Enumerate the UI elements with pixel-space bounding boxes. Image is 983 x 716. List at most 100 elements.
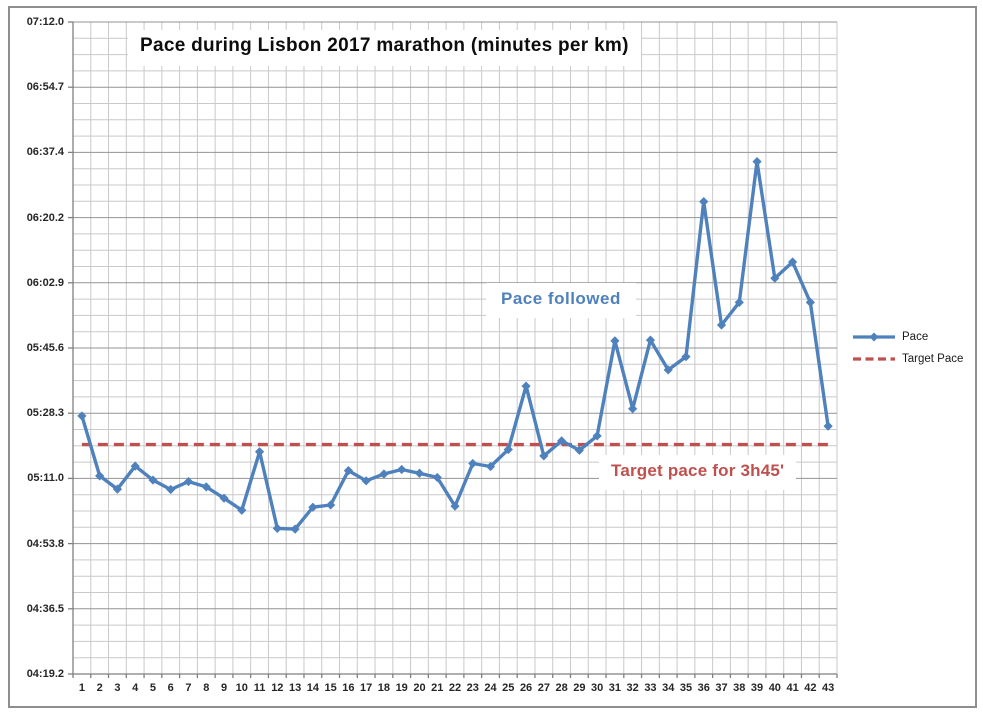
pace-point (148, 475, 158, 485)
y-tick-label: 06:20.2 (26, 211, 64, 224)
pace-point (397, 464, 407, 475)
x-tick-label: 7 (185, 682, 192, 694)
x-tick-label: 33 (644, 682, 657, 694)
pace-point (716, 320, 727, 330)
pace-point (645, 335, 656, 345)
legend-item-pace: Pace (852, 331, 963, 343)
x-tick-label: 1 (78, 682, 85, 694)
pace-point (201, 482, 211, 492)
annotation-target-pace: Target pace for 3h45' (599, 455, 797, 490)
x-tick-label: 32 (626, 682, 639, 694)
pace-point (574, 445, 584, 455)
x-tick-label: 8 (203, 682, 210, 694)
pace-point (95, 471, 105, 481)
pace-point (557, 436, 567, 446)
pace-point (787, 257, 798, 267)
x-tick-label: 6 (167, 682, 174, 694)
x-tick-label: 2 (96, 682, 103, 694)
x-tick-label: 38 (733, 682, 746, 694)
legend: Pace Target Pace (852, 331, 963, 365)
x-tick-label: 41 (786, 682, 799, 694)
x-tick-label: 10 (235, 682, 248, 694)
pace-point (468, 458, 478, 469)
legend-item-target-pace: Target Pace (852, 353, 963, 365)
y-tick-label: 07:12.0 (26, 16, 64, 28)
pace-point (77, 411, 87, 421)
pace-point (237, 505, 247, 515)
x-tick-label: 5 (149, 682, 157, 694)
pace-point (663, 365, 673, 375)
pace-point (219, 493, 229, 503)
y-tick-label: 05:45.6 (26, 342, 64, 354)
pace-point (521, 381, 531, 391)
y-tick-label: 04:53.8 (26, 537, 64, 550)
pace-point (112, 484, 123, 494)
y-tick-label: 06:37.4 (26, 146, 64, 159)
pace-point (485, 461, 496, 472)
pace-point (290, 524, 300, 534)
x-tick-label: 39 (750, 682, 764, 694)
pace-point (734, 297, 744, 307)
legend-label-pace: Pace (902, 331, 929, 343)
x-tick-label: 12 (271, 682, 284, 694)
x-tick-label: 15 (324, 682, 337, 694)
x-tick-label: 40 (768, 682, 781, 694)
y-tick-label: 06:54.7 (26, 81, 64, 94)
pace-point (823, 421, 833, 431)
x-tick-label: 16 (342, 682, 355, 694)
x-tick-label: 21 (431, 682, 444, 694)
pace-point (361, 476, 371, 486)
x-tick-label: 14 (306, 682, 319, 694)
x-tick-label: 34 (662, 682, 675, 694)
x-tick-label: 20 (413, 682, 426, 694)
pace-point (610, 336, 620, 346)
pace-point (805, 297, 815, 307)
x-tick-label: 23 (466, 682, 479, 694)
chart-title: Pace during Lisbon 2017 marathon (minute… (128, 30, 641, 66)
x-tick-label: 35 (679, 682, 693, 694)
x-tick-label: 26 (519, 682, 533, 694)
pace-point (272, 523, 282, 533)
x-tick-label: 29 (573, 682, 586, 694)
pace-point (183, 476, 194, 487)
x-tick-label: 24 (484, 682, 497, 694)
x-tick-label: 43 (821, 682, 835, 694)
y-tick-label: 04:19.2 (26, 668, 64, 680)
pace-point (414, 468, 425, 478)
pace-markers (77, 157, 833, 534)
y-tick-label: 05:11.0 (27, 472, 64, 485)
pace-point (130, 461, 140, 471)
x-tick-label: 27 (537, 682, 550, 694)
x-tick-label: 17 (360, 682, 373, 694)
pace-point (379, 469, 389, 479)
x-tick-label: 28 (555, 682, 568, 694)
pace-point (254, 447, 265, 457)
annotation-pace-followed: Pace followed (486, 283, 636, 318)
x-tick-label: 37 (715, 682, 728, 694)
pace-point (752, 157, 762, 167)
y-tick-label: 06:02.9 (26, 276, 64, 289)
x-tick-label: 11 (253, 682, 266, 694)
x-tick-label: 36 (697, 682, 710, 694)
pace-point (166, 484, 176, 495)
y-tick-label: 05:28.3 (26, 407, 64, 420)
target-dashed-line-icon (853, 357, 895, 361)
x-tick-label: 42 (804, 682, 817, 694)
x-tick-label: 31 (608, 682, 622, 694)
pace-point (681, 352, 691, 362)
pace-line-marker-icon (853, 332, 895, 342)
chart-frame (8, 6, 977, 708)
pace-point (539, 451, 549, 461)
x-tick-label: 3 (114, 682, 121, 694)
axes (68, 21, 838, 678)
y-tick-label: 04:36.5 (26, 602, 64, 615)
pace-point (450, 501, 460, 511)
legend-label-target-pace: Target Pace (902, 353, 964, 365)
x-tick-label: 9 (220, 682, 228, 694)
x-tick-label: 18 (377, 682, 391, 694)
x-tick-label: 13 (288, 682, 302, 694)
x-tick-label: 30 (591, 682, 604, 694)
x-tick-label: 22 (448, 682, 462, 694)
